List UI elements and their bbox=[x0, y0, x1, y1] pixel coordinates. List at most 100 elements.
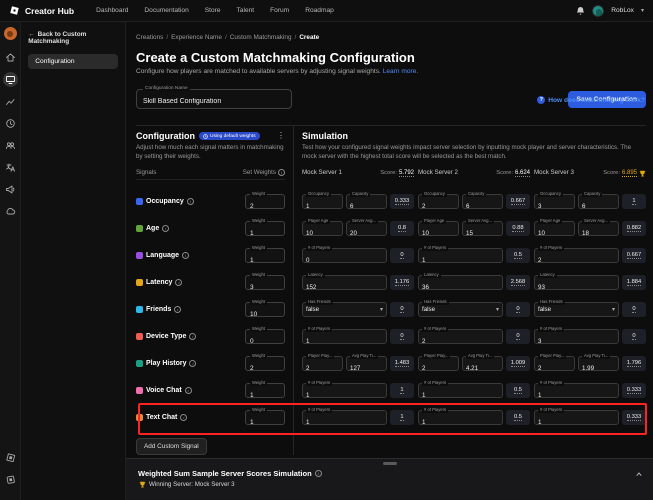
weight-input-friends[interactable] bbox=[246, 308, 284, 322]
signal-score-value[interactable]: 0 bbox=[400, 333, 404, 341]
avg-play-ti-input[interactable] bbox=[347, 362, 386, 376]
set-weights-info-icon[interactable]: i bbox=[278, 169, 285, 177]
signal-score-value[interactable]: 0.333 bbox=[626, 414, 642, 422]
server-avg-input[interactable] bbox=[463, 227, 502, 241]
home-icon[interactable] bbox=[3, 50, 18, 65]
latency-input[interactable] bbox=[303, 281, 386, 295]
signal-score-value[interactable]: 1 bbox=[400, 387, 404, 395]
weight-input-play-history[interactable] bbox=[246, 362, 284, 376]
of-players-input[interactable] bbox=[419, 389, 502, 403]
player-age-input[interactable] bbox=[303, 227, 342, 241]
nav-item-talent[interactable]: Talent bbox=[236, 7, 255, 14]
notifications-bell-icon[interactable] bbox=[576, 6, 585, 16]
signal-score-value[interactable]: 1.483 bbox=[394, 360, 410, 368]
signal-score-value[interactable]: 0 bbox=[400, 306, 404, 314]
capacity-input[interactable] bbox=[579, 200, 618, 214]
signal-score-value[interactable]: 0.88 bbox=[512, 225, 524, 233]
weighted-sum-info-icon[interactable]: i bbox=[314, 470, 322, 477]
signal-score-value[interactable]: 0 bbox=[400, 252, 404, 260]
weight-input-latency[interactable] bbox=[246, 281, 284, 295]
occupancy-input[interactable] bbox=[303, 200, 342, 214]
signal-score-value[interactable]: 0 bbox=[516, 306, 520, 314]
translate-icon[interactable] bbox=[3, 160, 18, 175]
avg-play-ti-input[interactable] bbox=[579, 362, 618, 376]
signal-score-value[interactable]: 1.796 bbox=[626, 360, 642, 368]
has-friends-select[interactable]: false ▾ bbox=[303, 303, 386, 316]
player-play-input[interactable] bbox=[303, 362, 342, 376]
weight-input-device-type[interactable] bbox=[246, 335, 284, 349]
of-players-input[interactable] bbox=[303, 416, 386, 430]
device-type-info-icon[interactable]: i bbox=[189, 333, 197, 341]
of-players-input[interactable] bbox=[303, 254, 386, 268]
plugin-icon[interactable] bbox=[3, 472, 18, 487]
voice-chat-info-icon[interactable]: i bbox=[184, 387, 192, 395]
of-players-input[interactable] bbox=[535, 335, 618, 349]
latency-input[interactable] bbox=[535, 281, 618, 295]
server-total-score[interactable]: 6.895 bbox=[621, 169, 637, 177]
collapse-chevron-icon[interactable] bbox=[635, 464, 643, 482]
server-avg-input[interactable] bbox=[579, 227, 618, 241]
signal-score-value[interactable]: 0 bbox=[516, 333, 520, 341]
nav-item-store[interactable]: Store bbox=[204, 7, 221, 14]
player-play-input[interactable] bbox=[419, 362, 458, 376]
occupancy-info-icon[interactable]: i bbox=[186, 198, 194, 206]
signal-score-value[interactable]: 2.568 bbox=[510, 279, 526, 287]
signal-score-value[interactable]: 0.5 bbox=[513, 252, 523, 260]
nav-item-roadmap[interactable]: Roadmap bbox=[305, 7, 334, 14]
nav-item-forum[interactable]: Forum bbox=[270, 7, 290, 14]
analytics-icon[interactable] bbox=[3, 94, 18, 109]
player-age-input[interactable] bbox=[419, 227, 458, 241]
roblox-logo-icon[interactable] bbox=[9, 5, 20, 16]
friends-info-icon[interactable]: i bbox=[174, 306, 182, 314]
learn-more-link[interactable]: Learn more. bbox=[382, 68, 419, 75]
signal-score-value[interactable]: 0 bbox=[632, 306, 636, 314]
player-age-input[interactable] bbox=[535, 227, 574, 241]
weight-input-occupancy[interactable] bbox=[246, 200, 284, 214]
server-total-score[interactable]: 5.792 bbox=[398, 169, 414, 177]
signal-score-value[interactable]: 1.884 bbox=[626, 279, 642, 287]
weight-input-voice-chat[interactable] bbox=[246, 389, 284, 403]
signal-score-value[interactable]: 1.176 bbox=[394, 279, 410, 287]
language-info-icon[interactable]: i bbox=[182, 252, 190, 260]
weight-input-language[interactable] bbox=[246, 254, 284, 268]
age-info-icon[interactable]: i bbox=[162, 225, 170, 233]
capacity-input[interactable] bbox=[347, 200, 386, 214]
signal-score-value[interactable]: 0.667 bbox=[626, 252, 642, 260]
signal-score-value[interactable]: 0.333 bbox=[626, 387, 642, 395]
weight-input-text-chat[interactable] bbox=[246, 416, 284, 430]
panel-drag-handle[interactable] bbox=[382, 462, 397, 465]
user-avatar[interactable] bbox=[592, 4, 605, 17]
megaphone-icon[interactable] bbox=[3, 182, 18, 197]
weight-input-age[interactable] bbox=[246, 227, 284, 241]
occupancy-input[interactable] bbox=[419, 200, 458, 214]
signal-score-value[interactable]: 1 bbox=[632, 198, 636, 206]
text-chat-info-icon[interactable]: i bbox=[180, 414, 188, 422]
signal-score-value[interactable]: 0 bbox=[632, 333, 636, 341]
occupancy-input[interactable] bbox=[535, 200, 574, 214]
latency-info-icon[interactable]: i bbox=[175, 279, 183, 287]
server-avg-input[interactable] bbox=[347, 227, 386, 241]
matchmaking-help-link[interactable]: ? How does matchmaking work? bbox=[537, 96, 645, 104]
has-friends-select[interactable]: false ▾ bbox=[419, 303, 502, 316]
of-players-input[interactable] bbox=[419, 254, 502, 268]
of-players-input[interactable] bbox=[303, 335, 386, 349]
breadcrumb-item-experience-name[interactable]: Experience Name bbox=[171, 34, 222, 41]
signal-score-value[interactable]: 0.5 bbox=[513, 414, 523, 422]
user-menu-caret-icon[interactable]: ▾ bbox=[640, 8, 644, 14]
add-custom-signal-button[interactable]: Add Custom Signal bbox=[136, 438, 207, 456]
capacity-input[interactable] bbox=[463, 200, 502, 214]
clock-icon[interactable] bbox=[3, 116, 18, 131]
nav-item-dashboard[interactable]: Dashboard bbox=[96, 7, 129, 14]
cloud-icon[interactable] bbox=[3, 204, 18, 219]
of-players-input[interactable] bbox=[419, 335, 502, 349]
signal-score-value[interactable]: 1 bbox=[400, 414, 404, 422]
group-icon[interactable] bbox=[3, 138, 18, 153]
back-to-custom-matchmaking-link[interactable]: ← Back to Custom Matchmaking bbox=[28, 31, 87, 45]
nav-item-documentation[interactable]: Documentation bbox=[144, 7, 189, 14]
signal-score-value[interactable]: 0.667 bbox=[510, 198, 526, 206]
of-players-input[interactable] bbox=[303, 389, 386, 403]
signal-score-value[interactable]: 1.009 bbox=[510, 360, 526, 368]
panel-menu-kebab-icon[interactable]: ⋮ bbox=[277, 131, 285, 140]
breadcrumb-item-creations[interactable]: Creations bbox=[136, 34, 164, 41]
studio-icon[interactable] bbox=[3, 450, 18, 465]
